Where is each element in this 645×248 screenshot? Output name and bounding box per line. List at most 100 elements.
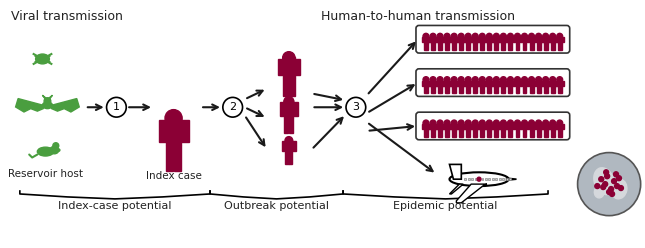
Ellipse shape bbox=[611, 179, 627, 199]
Circle shape bbox=[613, 172, 619, 177]
FancyBboxPatch shape bbox=[459, 124, 463, 131]
FancyBboxPatch shape bbox=[488, 178, 490, 180]
FancyBboxPatch shape bbox=[485, 178, 487, 180]
Circle shape bbox=[479, 33, 485, 39]
Text: Viral transmission: Viral transmission bbox=[11, 10, 123, 23]
FancyBboxPatch shape bbox=[166, 117, 181, 145]
FancyBboxPatch shape bbox=[548, 124, 550, 129]
FancyBboxPatch shape bbox=[517, 131, 519, 137]
Circle shape bbox=[557, 33, 562, 39]
FancyBboxPatch shape bbox=[499, 124, 501, 129]
FancyBboxPatch shape bbox=[497, 88, 499, 93]
FancyBboxPatch shape bbox=[482, 178, 484, 180]
FancyBboxPatch shape bbox=[464, 124, 466, 129]
FancyBboxPatch shape bbox=[468, 178, 470, 180]
FancyBboxPatch shape bbox=[530, 37, 533, 44]
FancyBboxPatch shape bbox=[471, 81, 473, 86]
FancyBboxPatch shape bbox=[452, 124, 456, 131]
FancyBboxPatch shape bbox=[530, 124, 533, 131]
FancyBboxPatch shape bbox=[488, 37, 491, 44]
FancyBboxPatch shape bbox=[506, 124, 508, 129]
Circle shape bbox=[611, 179, 617, 184]
FancyBboxPatch shape bbox=[501, 37, 506, 44]
FancyBboxPatch shape bbox=[416, 69, 570, 96]
Ellipse shape bbox=[35, 54, 50, 64]
FancyBboxPatch shape bbox=[426, 88, 428, 93]
FancyBboxPatch shape bbox=[562, 81, 564, 86]
FancyBboxPatch shape bbox=[461, 44, 463, 50]
FancyBboxPatch shape bbox=[551, 81, 555, 88]
FancyBboxPatch shape bbox=[558, 124, 562, 131]
FancyBboxPatch shape bbox=[506, 37, 508, 42]
FancyBboxPatch shape bbox=[431, 81, 435, 88]
FancyBboxPatch shape bbox=[531, 44, 533, 50]
Circle shape bbox=[600, 185, 606, 189]
Circle shape bbox=[465, 77, 471, 83]
Text: Index case: Index case bbox=[146, 171, 201, 181]
FancyBboxPatch shape bbox=[426, 131, 428, 137]
FancyBboxPatch shape bbox=[499, 178, 501, 180]
FancyBboxPatch shape bbox=[535, 124, 537, 129]
Circle shape bbox=[451, 33, 457, 39]
Circle shape bbox=[550, 120, 555, 126]
FancyBboxPatch shape bbox=[454, 88, 456, 93]
FancyBboxPatch shape bbox=[551, 131, 553, 137]
Circle shape bbox=[472, 33, 478, 39]
FancyBboxPatch shape bbox=[533, 37, 535, 42]
Circle shape bbox=[423, 120, 429, 126]
Circle shape bbox=[550, 77, 555, 83]
Circle shape bbox=[285, 137, 293, 144]
FancyBboxPatch shape bbox=[461, 88, 463, 93]
Polygon shape bbox=[506, 178, 517, 180]
FancyBboxPatch shape bbox=[461, 131, 463, 137]
FancyBboxPatch shape bbox=[502, 178, 504, 180]
FancyBboxPatch shape bbox=[486, 37, 488, 42]
FancyBboxPatch shape bbox=[508, 37, 512, 44]
FancyBboxPatch shape bbox=[530, 44, 531, 50]
FancyBboxPatch shape bbox=[562, 124, 564, 129]
Circle shape bbox=[529, 120, 535, 126]
FancyBboxPatch shape bbox=[424, 37, 428, 44]
FancyBboxPatch shape bbox=[449, 81, 451, 86]
FancyBboxPatch shape bbox=[466, 44, 468, 50]
Text: Reservoir host: Reservoir host bbox=[8, 169, 83, 179]
Ellipse shape bbox=[594, 168, 615, 194]
FancyBboxPatch shape bbox=[438, 37, 442, 44]
FancyBboxPatch shape bbox=[506, 37, 508, 42]
FancyBboxPatch shape bbox=[477, 37, 479, 42]
Circle shape bbox=[465, 120, 471, 126]
FancyBboxPatch shape bbox=[445, 44, 447, 50]
Circle shape bbox=[535, 33, 542, 39]
Circle shape bbox=[479, 120, 485, 126]
FancyBboxPatch shape bbox=[544, 131, 546, 137]
FancyBboxPatch shape bbox=[482, 131, 484, 137]
FancyBboxPatch shape bbox=[424, 44, 426, 50]
Polygon shape bbox=[457, 184, 487, 203]
FancyBboxPatch shape bbox=[450, 37, 452, 42]
Circle shape bbox=[493, 33, 499, 39]
FancyBboxPatch shape bbox=[445, 37, 449, 44]
Circle shape bbox=[346, 97, 366, 117]
Circle shape bbox=[106, 97, 126, 117]
FancyBboxPatch shape bbox=[424, 81, 428, 88]
FancyBboxPatch shape bbox=[466, 37, 470, 44]
FancyBboxPatch shape bbox=[447, 44, 449, 50]
FancyBboxPatch shape bbox=[488, 81, 491, 88]
FancyBboxPatch shape bbox=[473, 88, 475, 93]
FancyBboxPatch shape bbox=[481, 124, 484, 131]
Circle shape bbox=[557, 77, 562, 83]
FancyBboxPatch shape bbox=[290, 78, 295, 96]
FancyBboxPatch shape bbox=[459, 44, 461, 50]
FancyBboxPatch shape bbox=[522, 131, 524, 137]
Circle shape bbox=[515, 33, 521, 39]
FancyBboxPatch shape bbox=[484, 81, 486, 86]
FancyBboxPatch shape bbox=[416, 26, 570, 53]
FancyBboxPatch shape bbox=[522, 88, 524, 93]
FancyBboxPatch shape bbox=[548, 81, 550, 86]
FancyBboxPatch shape bbox=[449, 124, 451, 129]
FancyBboxPatch shape bbox=[433, 88, 435, 93]
FancyBboxPatch shape bbox=[488, 44, 490, 50]
FancyBboxPatch shape bbox=[537, 37, 541, 44]
FancyBboxPatch shape bbox=[560, 44, 562, 50]
Circle shape bbox=[550, 33, 555, 39]
